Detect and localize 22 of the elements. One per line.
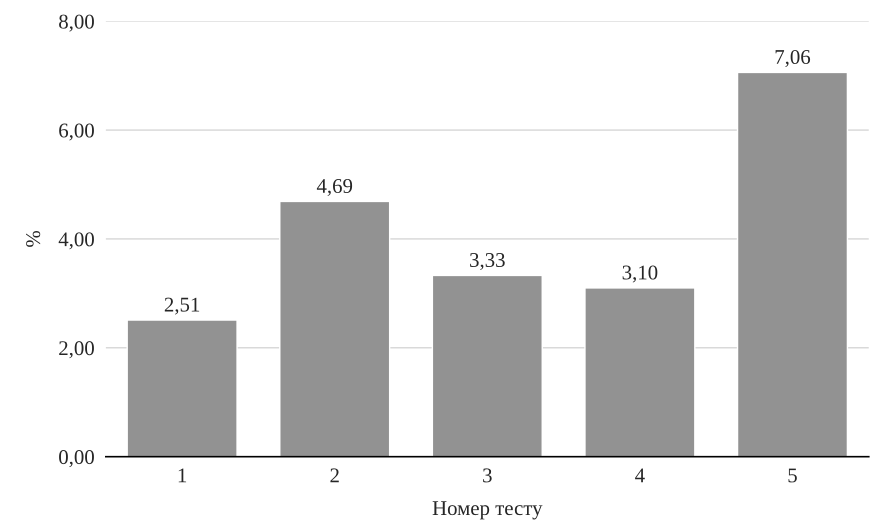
x-tick-label: 5 (788, 468, 797, 482)
x-tick-label: 1 (178, 468, 186, 482)
y-tick-label: 6,00 (59, 123, 94, 141)
x-axis-title: Номер тесту (432, 501, 542, 520)
data-label: 3,10 (622, 265, 658, 283)
x-tick-label: 2 (330, 468, 339, 482)
bar (584, 287, 696, 457)
bar (126, 319, 238, 457)
y-tick-label: 8,00 (59, 14, 94, 32)
x-tick-label: 4 (635, 468, 645, 482)
y-tick-label: 2,00 (59, 341, 94, 358)
y-tick-label: 0,00 (59, 450, 94, 468)
data-label: 4,69 (316, 178, 352, 196)
y-tick-label: 4,00 (58, 232, 94, 250)
data-label: 3,33 (470, 253, 505, 270)
data-label: 2,51 (164, 298, 200, 315)
bar (432, 274, 543, 457)
y-axis-title: % (26, 230, 40, 247)
x-tick-label: 3 (483, 468, 492, 482)
bar (736, 72, 848, 457)
bar (279, 200, 390, 457)
data-label: 7,06 (776, 50, 810, 67)
